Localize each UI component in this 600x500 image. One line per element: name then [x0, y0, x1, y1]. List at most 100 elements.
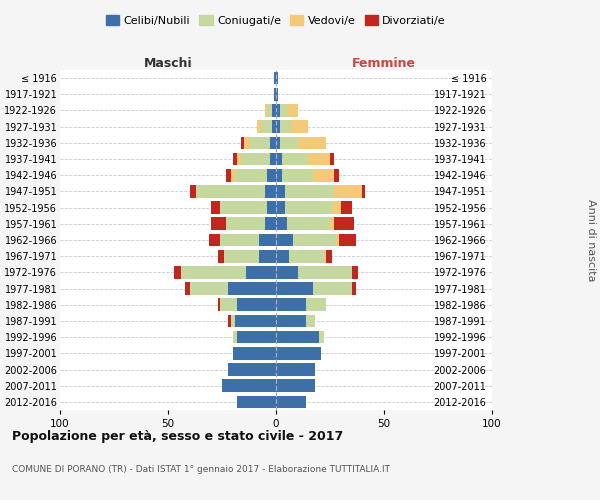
Bar — [237, 298, 276, 311]
Bar — [259, 234, 276, 246]
Bar — [220, 298, 237, 311]
Bar — [190, 185, 196, 198]
Bar — [211, 202, 220, 214]
Bar — [235, 314, 276, 328]
Bar — [230, 169, 235, 181]
Bar — [268, 104, 272, 117]
Bar — [276, 104, 280, 117]
Bar — [276, 202, 284, 214]
Bar — [269, 152, 276, 166]
Bar — [330, 218, 334, 230]
Bar — [276, 250, 289, 262]
Bar — [298, 266, 352, 278]
Bar — [211, 218, 226, 230]
Bar — [274, 88, 276, 101]
Text: Maschi: Maschi — [143, 57, 193, 70]
Bar — [229, 314, 230, 328]
Bar — [276, 380, 315, 392]
Bar — [230, 314, 235, 328]
Bar — [218, 250, 224, 262]
Bar — [283, 152, 308, 166]
Bar — [338, 234, 356, 246]
Bar — [237, 396, 276, 408]
Bar — [237, 152, 241, 166]
Bar — [272, 104, 276, 117]
Bar — [190, 282, 229, 295]
Bar — [233, 347, 276, 360]
Bar — [276, 347, 322, 360]
Bar — [222, 380, 276, 392]
Bar — [185, 282, 190, 295]
Bar — [276, 88, 278, 101]
Bar — [196, 185, 265, 198]
Bar — [229, 282, 276, 295]
Text: Popolazione per età, sesso e stato civile - 2017: Popolazione per età, sesso e stato civil… — [12, 430, 343, 443]
Bar — [257, 120, 261, 133]
Bar — [276, 72, 278, 85]
Text: Femmine: Femmine — [352, 57, 416, 70]
Bar — [209, 234, 220, 246]
Bar — [337, 234, 338, 246]
Bar — [276, 282, 313, 295]
Bar — [276, 152, 283, 166]
Bar — [250, 136, 269, 149]
Bar — [334, 218, 354, 230]
Bar — [237, 331, 276, 344]
Bar — [298, 136, 326, 149]
Bar — [220, 234, 259, 246]
Bar — [175, 266, 181, 278]
Bar — [276, 266, 298, 278]
Bar — [276, 218, 287, 230]
Bar — [326, 250, 332, 262]
Bar — [233, 152, 237, 166]
Bar — [274, 72, 276, 85]
Bar — [287, 218, 330, 230]
Bar — [334, 185, 362, 198]
Bar — [323, 250, 326, 262]
Bar — [287, 104, 298, 117]
Text: COMUNE DI PORANO (TR) - Dati ISTAT 1° gennaio 2017 - Elaborazione TUTTITALIA.IT: COMUNE DI PORANO (TR) - Dati ISTAT 1° ge… — [12, 465, 390, 474]
Bar — [276, 185, 284, 198]
Bar — [268, 169, 276, 181]
Bar — [319, 331, 323, 344]
Bar — [284, 202, 332, 214]
Bar — [276, 169, 283, 181]
Bar — [330, 152, 334, 166]
Bar — [332, 202, 341, 214]
Bar — [265, 104, 268, 117]
Bar — [259, 250, 276, 262]
Bar — [276, 136, 280, 149]
Bar — [224, 250, 259, 262]
Bar — [226, 218, 265, 230]
Bar — [276, 314, 306, 328]
Bar — [233, 331, 237, 344]
Bar — [306, 298, 326, 311]
Bar — [313, 169, 334, 181]
Bar — [280, 104, 287, 117]
Legend: Celibi/Nubili, Coniugati/e, Vedovi/e, Divorziati/e: Celibi/Nubili, Coniugati/e, Vedovi/e, Di… — [101, 10, 451, 30]
Bar — [341, 202, 352, 214]
Bar — [308, 152, 330, 166]
Bar — [280, 136, 298, 149]
Bar — [291, 120, 308, 133]
Bar — [284, 185, 334, 198]
Bar — [293, 234, 337, 246]
Bar — [241, 136, 244, 149]
Bar — [226, 169, 230, 181]
Bar — [276, 331, 319, 344]
Bar — [265, 185, 276, 198]
Bar — [261, 120, 272, 133]
Bar — [352, 282, 356, 295]
Bar — [272, 120, 276, 133]
Bar — [269, 136, 276, 149]
Bar — [265, 218, 276, 230]
Bar — [280, 120, 291, 133]
Bar — [276, 234, 293, 246]
Bar — [306, 314, 315, 328]
Bar — [313, 282, 352, 295]
Bar — [283, 169, 313, 181]
Bar — [276, 120, 280, 133]
Text: Anni di nascita: Anni di nascita — [586, 198, 596, 281]
Bar — [289, 250, 323, 262]
Bar — [276, 298, 306, 311]
